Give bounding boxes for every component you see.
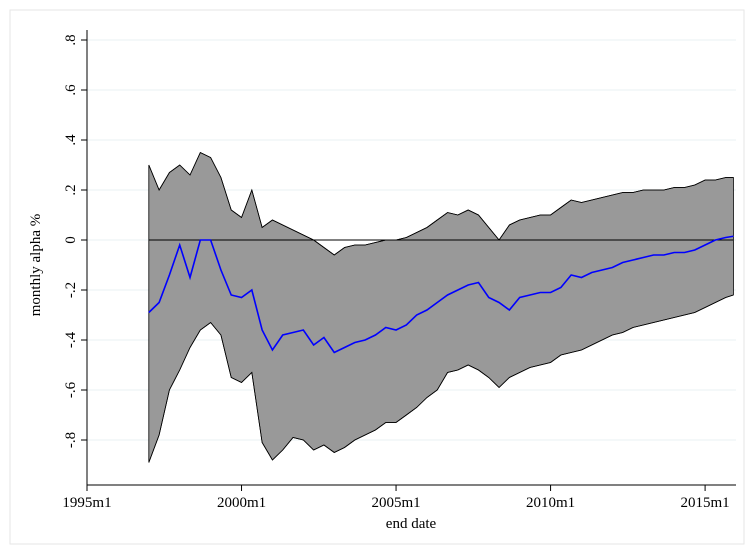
y-tick-label: -.8 xyxy=(63,432,79,448)
x-tick-label: 2015m1 xyxy=(681,495,730,511)
y-tick-label: -.4 xyxy=(63,331,79,348)
y-tick-label: .2 xyxy=(63,184,79,195)
band-upper xyxy=(148,151,734,256)
x-tick-label: 1995m1 xyxy=(62,495,111,511)
y-axis-title: monthly alpha % xyxy=(28,214,44,316)
y-tick-label: .6 xyxy=(63,84,79,96)
x-tick-label: 2000m1 xyxy=(217,495,266,511)
y-tick-label: 0 xyxy=(63,236,79,244)
y-tick-label: -.2 xyxy=(63,282,79,298)
y-tick-label: .8 xyxy=(63,34,79,45)
y-tick-label: .4 xyxy=(63,134,79,146)
x-axis-title: end date xyxy=(386,516,437,532)
band-lower xyxy=(148,294,734,463)
x-tick-label: 2010m1 xyxy=(526,495,575,511)
series-line xyxy=(148,235,734,354)
y-tick-label: -.6 xyxy=(63,381,79,398)
x-tick-label: 2005m1 xyxy=(371,495,420,511)
